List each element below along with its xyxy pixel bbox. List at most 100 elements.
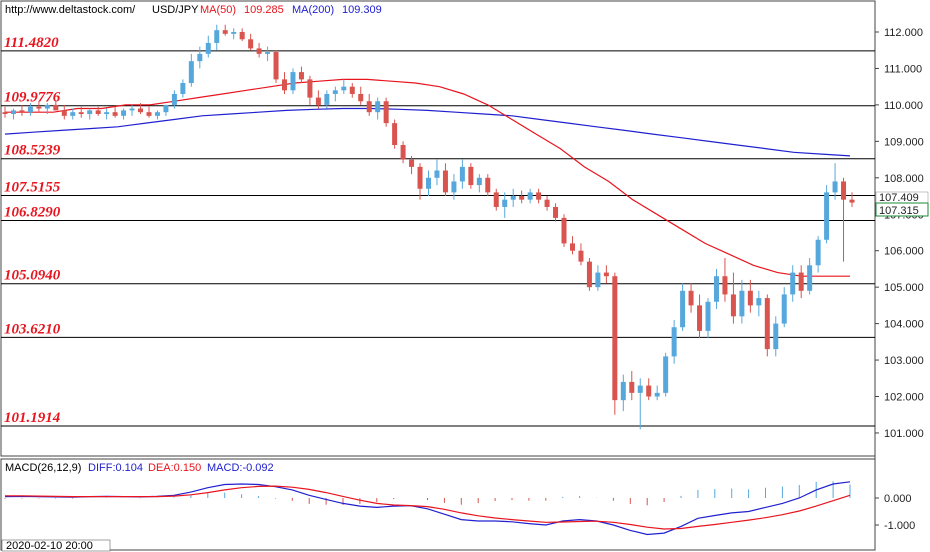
- candlesticks: [2, 24, 855, 430]
- candle: [536, 188, 542, 204]
- candle: [654, 385, 660, 401]
- candle-body: [553, 206, 559, 218]
- candle: [586, 257, 592, 291]
- candle: [434, 159, 440, 186]
- candle-body: [713, 276, 719, 302]
- candle-body: [239, 32, 245, 40]
- candle-body: [104, 112, 110, 115]
- candle: [451, 174, 457, 200]
- candle-body: [197, 53, 203, 62]
- candle: [620, 374, 626, 412]
- candle: [459, 159, 465, 189]
- candle: [163, 104, 169, 116]
- candle: [53, 101, 59, 111]
- candle-body: [298, 72, 304, 80]
- candle: [154, 110, 160, 120]
- candle-body: [349, 86, 355, 94]
- support-resistance-levels: 111.4820 109.9776 108.5239 107.5155 106.8290…: [1, 35, 875, 427]
- candle: [256, 42, 262, 58]
- ma200-value: 109.309: [342, 4, 382, 16]
- candle-body: [603, 272, 609, 277]
- candle: [739, 279, 745, 324]
- macd-dea-line: [5, 485, 851, 530]
- candle: [2, 106, 8, 118]
- candle-body: [485, 177, 491, 193]
- candle: [790, 265, 796, 302]
- candle: [442, 163, 448, 197]
- candle: [730, 272, 736, 324]
- source-url: http://www.deltastock.com/: [5, 4, 136, 16]
- candle-body: [544, 199, 550, 207]
- ma50-value: 109.285: [244, 4, 284, 16]
- y-tick-label: 101.000: [884, 428, 924, 440]
- candle-body: [392, 123, 398, 145]
- candle-body: [273, 52, 279, 80]
- date-readout-box: [1, 539, 111, 552]
- candle: [366, 93, 372, 116]
- level-label: 109.9776: [4, 90, 61, 106]
- candle-body: [502, 199, 508, 207]
- y-tick-label: 105.000: [884, 282, 924, 294]
- candle: [519, 190, 525, 204]
- candle: [756, 290, 762, 317]
- price-y-ticks: 112.000111.000110.000109.000108.000107.0…: [875, 27, 924, 440]
- y-tick-label: 108.000: [884, 173, 924, 185]
- candle: [61, 104, 67, 120]
- candle: [315, 90, 321, 109]
- candle-body: [468, 166, 474, 186]
- level-label: 111.4820: [4, 35, 59, 51]
- candle-body: [756, 298, 762, 306]
- candle-body: [476, 177, 482, 186]
- candle-body: [146, 112, 152, 116]
- candle-body: [171, 93, 177, 105]
- candle-body: [790, 272, 796, 295]
- candle: [273, 50, 279, 84]
- candle-body: [747, 290, 753, 306]
- candle: [663, 352, 669, 397]
- candle-body: [129, 108, 135, 111]
- candle-body: [205, 42, 211, 54]
- candle-body: [722, 276, 728, 295]
- candle: [807, 257, 813, 295]
- candle-body: [586, 261, 592, 288]
- y-tick-label: 104.000: [884, 319, 924, 331]
- y-tick-label: 112.000: [884, 27, 923, 39]
- candle: [307, 75, 313, 105]
- candle: [781, 287, 787, 328]
- candle-body: [849, 199, 855, 203]
- candle-body: [231, 32, 237, 34]
- candle: [358, 86, 364, 105]
- candle-body: [773, 323, 779, 350]
- candle: [129, 104, 135, 116]
- candle-body: [578, 250, 584, 262]
- candle: [595, 265, 601, 291]
- candle: [324, 90, 330, 109]
- candle-body: [324, 93, 330, 105]
- candle-body: [27, 106, 33, 113]
- candle-body: [36, 106, 42, 109]
- candle: [349, 83, 355, 98]
- candle-body: [451, 181, 457, 193]
- candle: [603, 265, 609, 284]
- macd-title: MACD(26,12,9): [5, 462, 81, 474]
- candle-body: [180, 83, 186, 94]
- level-label: 101.1914: [4, 410, 61, 426]
- macd-diff-value: DIFF:0.104: [88, 462, 143, 474]
- candle: [341, 79, 347, 94]
- candle-body: [138, 108, 144, 113]
- candle: [417, 163, 423, 200]
- candle: [78, 106, 84, 118]
- candle-body: [307, 79, 313, 98]
- candle: [578, 243, 584, 266]
- candle: [214, 24, 220, 51]
- candle-body: [569, 243, 575, 251]
- candle-body: [620, 381, 626, 401]
- candle: [239, 28, 245, 42]
- candle: [104, 108, 110, 120]
- candle: [824, 185, 830, 244]
- candle: [180, 79, 186, 98]
- candle-body: [680, 290, 686, 328]
- candle-body: [44, 104, 50, 109]
- candle: [298, 66, 304, 84]
